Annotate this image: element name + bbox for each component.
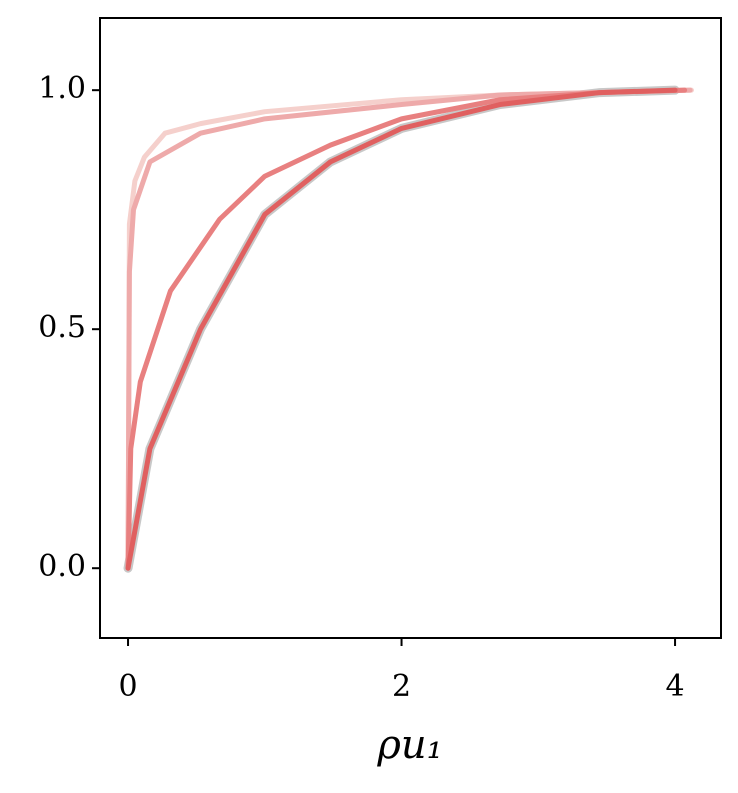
- curve: [125, 87, 688, 571]
- y-tick-label: 1.0: [38, 71, 86, 106]
- x-tick-label: 4: [666, 669, 685, 704]
- curve: [125, 87, 694, 571]
- curve: [123, 85, 680, 573]
- curve: [125, 87, 693, 571]
- x-tick-label: 0: [118, 669, 137, 704]
- y-tick-label: 0.5: [38, 310, 86, 345]
- x-axis-label: ρu₁: [376, 722, 442, 768]
- curve: [125, 87, 678, 571]
- x-tick-label: 2: [392, 669, 411, 704]
- plot-frame: [99, 17, 722, 639]
- y-tick-label: 0.0: [38, 549, 86, 584]
